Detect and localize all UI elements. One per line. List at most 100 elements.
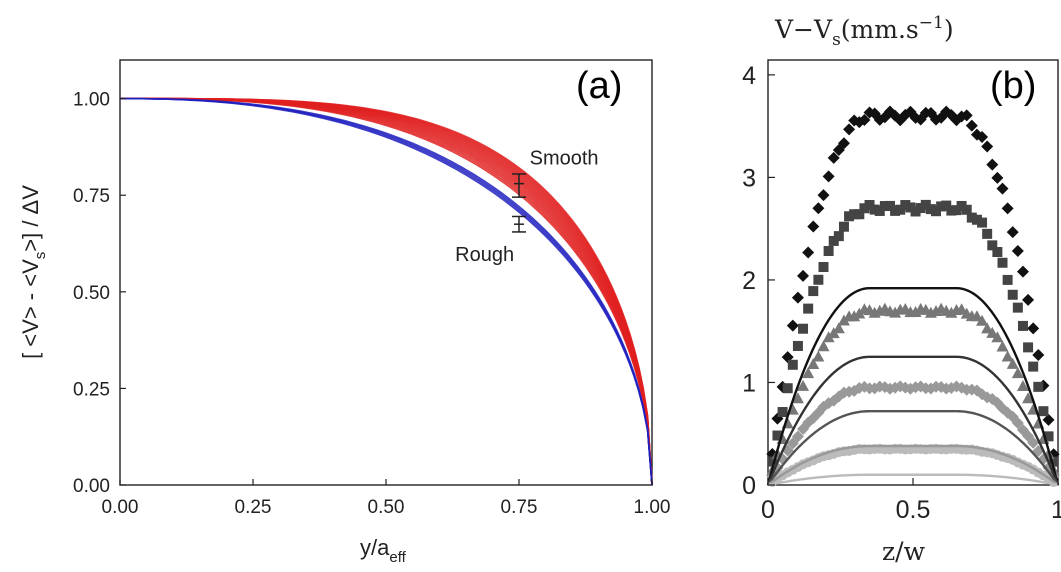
error-bar <box>512 173 526 198</box>
data-point <box>1011 367 1024 379</box>
data-point <box>1043 431 1054 442</box>
data-point <box>1011 244 1024 257</box>
data-point <box>900 200 911 211</box>
y-tick-label: 3 <box>742 164 756 192</box>
data-point <box>787 359 798 370</box>
data-point <box>848 310 861 322</box>
panel-b-model-lines <box>766 286 1060 487</box>
y-label-part2: >] / ΔV <box>18 185 43 252</box>
x-tick-label: 1.00 <box>634 497 671 518</box>
data-point <box>1022 293 1035 306</box>
data-point <box>895 204 906 215</box>
data-point <box>1002 274 1013 285</box>
data-point <box>843 123 856 136</box>
curve-smooth <box>120 97 653 486</box>
data-point <box>884 200 895 211</box>
data-point <box>837 137 850 150</box>
model-line <box>766 286 1060 486</box>
data-point <box>986 158 999 171</box>
data-point <box>1011 417 1024 430</box>
panel-b-markers <box>766 105 1060 488</box>
x-label-subscript: eff <box>389 549 406 566</box>
data-point <box>859 203 870 214</box>
y-label-b-subscript: s <box>832 30 841 50</box>
data-point <box>976 314 989 326</box>
y-tick-label: 1.00 <box>73 90 110 111</box>
data-point <box>802 367 815 379</box>
data-point <box>854 209 865 220</box>
data-point <box>981 322 994 334</box>
data-point <box>981 140 994 153</box>
y-label-b-part3: ) <box>944 15 954 44</box>
data-point <box>822 170 835 183</box>
data-point <box>772 430 783 441</box>
annotation-smooth: Smooth <box>530 147 599 169</box>
data-point <box>910 206 921 217</box>
x-tick-label: 0.25 <box>235 497 272 518</box>
data-point <box>1006 357 1019 369</box>
data-point <box>823 246 834 257</box>
data-point <box>813 274 824 285</box>
data-point <box>936 201 947 212</box>
data-point <box>802 246 815 259</box>
panel-b-label: (b) <box>990 65 1036 107</box>
y-tick-label: 0.00 <box>73 476 110 497</box>
data-point <box>817 340 830 352</box>
x-tick-label: 0.00 <box>102 497 139 518</box>
panel-b-ticks: 0 0.5 1 0 1 2 3 4 <box>742 62 1061 524</box>
data-point <box>767 456 778 467</box>
panel-a: 0.00 0.25 0.50 0.75 1.00 0.00 0.25 0.50 0.75 1.00… <box>18 59 671 566</box>
data-point <box>920 199 931 210</box>
data-point <box>991 331 1004 343</box>
data-point <box>945 306 958 318</box>
y-label-subscript: s <box>32 252 49 260</box>
data-point <box>844 211 855 222</box>
x-tick-label: 0.5 <box>896 496 931 524</box>
data-point <box>1012 302 1023 313</box>
data-point <box>858 114 871 127</box>
data-point <box>791 392 804 404</box>
data-point <box>905 202 916 213</box>
data-point <box>792 340 803 351</box>
model-line <box>767 409 1059 486</box>
data-point <box>1033 381 1044 392</box>
y-tick-label: 0.25 <box>73 379 110 400</box>
data-point <box>786 319 799 332</box>
panel-a-curves <box>120 97 653 486</box>
model-line <box>766 355 1060 486</box>
data-point <box>1016 379 1029 391</box>
data-point <box>996 340 1009 352</box>
data-point <box>1016 424 1029 437</box>
panel-b-x-axis-label: z/w <box>882 537 926 566</box>
data-point <box>812 350 825 362</box>
data-point <box>798 323 809 334</box>
data-point <box>1001 350 1014 362</box>
data-point <box>960 109 973 122</box>
data-point <box>1016 265 1029 278</box>
data-point <box>925 204 936 215</box>
data-point <box>797 269 810 282</box>
y-tick-label: 2 <box>742 267 756 295</box>
panel-a-label: (a) <box>576 65 622 107</box>
y-label-b-part1: V−V <box>774 15 833 44</box>
data-point <box>1006 226 1019 239</box>
data-point <box>951 205 962 216</box>
y-tick-label: 4 <box>742 62 756 90</box>
data-point <box>965 119 978 132</box>
data-point <box>817 189 830 202</box>
panel-b-y-axis-label: V−Vs(mm.s−1) <box>774 13 954 50</box>
marker-series-diamond <box>766 105 1060 461</box>
x-label-main: y/a <box>360 535 390 560</box>
data-point <box>1001 202 1014 215</box>
panel-a-y-axis-label: [ <V> - <Vs>] / ΔV <box>18 185 49 359</box>
data-point <box>833 231 844 242</box>
data-point <box>956 200 967 211</box>
data-point <box>797 379 810 391</box>
data-point <box>803 303 814 314</box>
data-point <box>941 200 952 211</box>
data-point <box>879 201 890 212</box>
model-line <box>767 444 1059 486</box>
data-point <box>1038 406 1049 417</box>
data-point <box>890 205 901 216</box>
data-point <box>1032 349 1045 362</box>
